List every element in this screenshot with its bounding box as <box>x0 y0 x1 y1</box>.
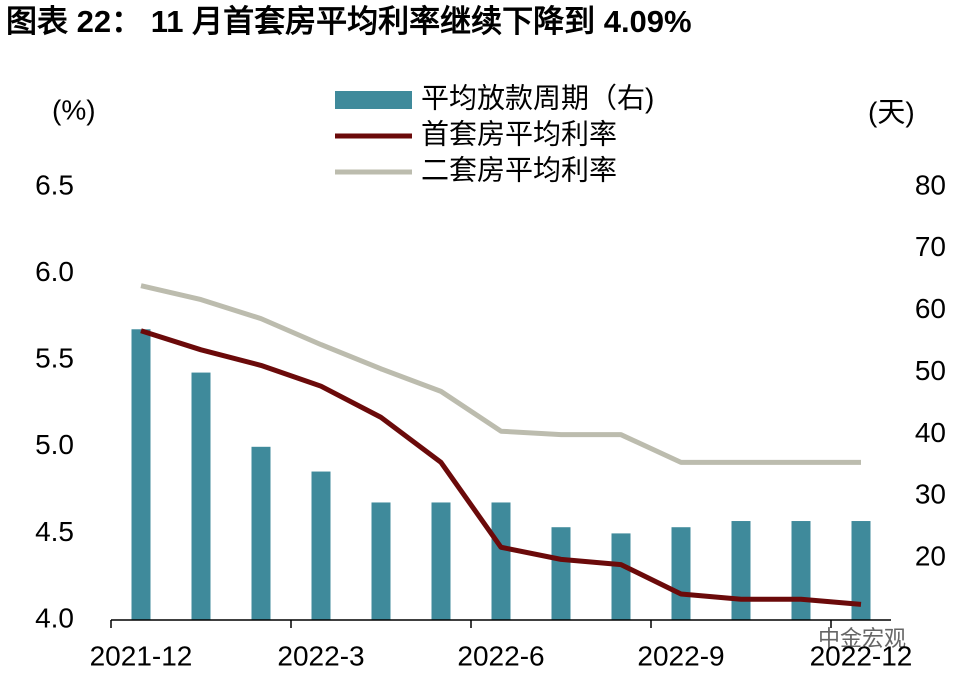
y-tick-label: 5.0 <box>35 429 74 460</box>
y-tick-label: 4.5 <box>35 516 74 547</box>
legend-label: 首套房平均利率 <box>421 118 617 149</box>
y2-tick-label: 40 <box>915 417 946 448</box>
bar <box>851 521 871 620</box>
y-tick-label: 6.0 <box>35 256 74 287</box>
y-tick-label: 4.0 <box>35 602 74 633</box>
bar <box>731 521 751 620</box>
chart-title: 图表 22： 11 月首套房平均利率继续下降到 4.09% <box>6 4 692 39</box>
bar <box>311 471 331 620</box>
x-tick-label: 2022-12 <box>810 640 913 671</box>
x-tick-label: 2022-3 <box>277 640 364 671</box>
y2-tick-label: 30 <box>915 479 946 510</box>
y2-tick-label: 60 <box>915 293 946 324</box>
y2-tick-label: 80 <box>915 169 946 200</box>
y-axis-label: (%) <box>52 94 96 125</box>
bar <box>551 527 571 620</box>
bar <box>671 527 691 620</box>
bar <box>251 446 271 620</box>
line <box>140 283 861 465</box>
bar <box>371 502 391 620</box>
bar <box>491 502 511 620</box>
x-tick-label: 2021-12 <box>90 640 193 671</box>
y2-tick-label: 50 <box>915 355 946 386</box>
legend-label: 平均放款周期（右) <box>421 82 654 113</box>
legend-swatch <box>335 91 412 109</box>
x-tick-label: 2022-9 <box>637 640 724 671</box>
bar <box>791 521 811 620</box>
watermark: 中金宏观 <box>818 626 906 651</box>
bar <box>191 372 211 620</box>
x-tick-label: 2022-6 <box>457 640 544 671</box>
y2-axis-label: (天) <box>868 96 915 127</box>
y-tick-label: 6.5 <box>35 169 74 200</box>
y2-tick-label: 70 <box>915 231 946 262</box>
y2-tick-label: 20 <box>915 541 946 572</box>
bar <box>431 502 451 620</box>
legend-label: 二套房平均利率 <box>421 154 617 185</box>
bar <box>131 329 151 620</box>
line <box>140 328 862 607</box>
bar <box>611 533 631 620</box>
y-tick-label: 5.5 <box>35 343 74 374</box>
